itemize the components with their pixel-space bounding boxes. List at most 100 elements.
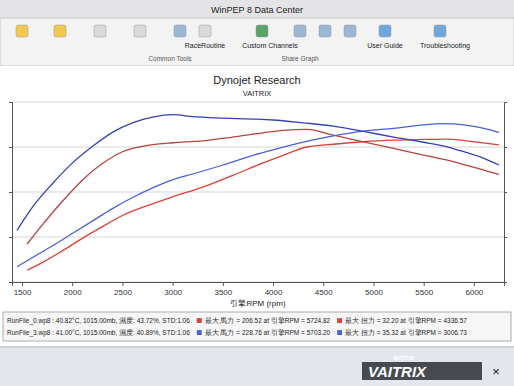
toolbar-label: User Guide xyxy=(367,42,403,49)
page-background xyxy=(0,0,514,386)
toolbar xyxy=(0,18,514,66)
y2-tick-mark xyxy=(504,237,507,238)
legend-swatch xyxy=(337,330,342,335)
y-axis-line xyxy=(9,103,13,283)
x-tick-mark xyxy=(424,282,425,286)
y-tick-mark xyxy=(9,192,12,193)
toolbar-icon xyxy=(94,25,106,37)
y-tick xyxy=(9,282,12,283)
series-line xyxy=(17,115,499,231)
chart-title: Dynojet Research xyxy=(213,74,300,86)
x-tick-label: 5500 xyxy=(415,288,433,297)
y-tick xyxy=(9,237,12,238)
toolbar-icon xyxy=(379,25,391,37)
y2-tick-mark xyxy=(504,192,507,193)
legend-run-label: RunFile_0.wp8 : 40.82°C, 1015.00mb, 濕度: … xyxy=(7,317,190,325)
toolbar-icon xyxy=(174,25,186,37)
y-tick xyxy=(9,147,12,148)
toolbar-icon xyxy=(134,25,146,37)
x-tick: 3000 xyxy=(164,282,182,297)
legend-entry: 最大 扭力 = 32.20 at 引擎RPM = 4336.57 xyxy=(345,317,467,325)
x-tick-mark xyxy=(72,282,73,286)
toolbar-group: Share Graph xyxy=(281,55,319,63)
logo-text: VAITRIX xyxy=(368,363,427,380)
toolbar-label: Custom Channels xyxy=(242,42,298,49)
x-tick-label: 3000 xyxy=(164,288,182,297)
y2-axis-line xyxy=(505,103,508,283)
window-title-bar xyxy=(0,0,514,18)
y2-axis xyxy=(504,103,507,283)
y2-tick-mark xyxy=(504,102,507,103)
x-tick: 4500 xyxy=(315,282,333,297)
chart-subtitle: VAITRIX xyxy=(243,89,272,98)
x-tick-label: 2500 xyxy=(114,288,132,297)
series-line xyxy=(27,129,499,244)
toolbar-label: RaceRoutine xyxy=(185,42,226,49)
toolbar-icon xyxy=(319,25,331,37)
x-tick-mark xyxy=(22,282,23,286)
legend-swatch xyxy=(197,330,202,335)
x-axis-line xyxy=(13,283,505,287)
toolbar-icon xyxy=(344,25,356,37)
x-tick: 1500 xyxy=(14,282,32,297)
y2-tick xyxy=(504,102,507,103)
legend-box xyxy=(3,312,511,341)
y2-tick xyxy=(504,192,507,193)
grid xyxy=(12,102,504,282)
x-tick: 3500 xyxy=(214,282,232,297)
legend-entry: 最大 馬力 = 206.52 at 引擎RPM = 5724.82 xyxy=(205,317,331,325)
logo-background xyxy=(362,362,482,380)
toolbar-icon xyxy=(434,25,446,37)
x-tick-mark xyxy=(474,282,475,286)
y-tick xyxy=(9,102,12,103)
series-line xyxy=(17,124,499,267)
taskbar xyxy=(0,348,514,386)
toolbar-group: Common Tools xyxy=(148,55,192,62)
x-tick: 6000 xyxy=(465,282,483,297)
y-tick-mark xyxy=(9,147,12,148)
y-tick-mark xyxy=(9,282,12,283)
toolbar-icon xyxy=(199,25,211,37)
y-tick-mark xyxy=(9,102,12,103)
x-tick: 4000 xyxy=(265,282,283,297)
legend: RunFile_0.wp8 : 40.82°C, 1015.00mb, 濕度: … xyxy=(7,317,467,337)
x-tick: 5000 xyxy=(365,282,383,297)
x-tick-label: 2000 xyxy=(64,288,82,297)
x-tick-mark xyxy=(173,282,174,286)
legend-entry: 最大 扭力 = 35.32 at 引擎RPM = 3006.73 xyxy=(345,329,467,337)
x-tick-mark xyxy=(122,282,123,286)
grid-line xyxy=(12,192,504,193)
toolbar-icon xyxy=(256,25,268,37)
legend-run-label: RunFile_3.wp8 : 41.00°C, 1015.00mb, 濕度: … xyxy=(7,329,190,337)
y-tick xyxy=(9,192,12,193)
y2-tick xyxy=(504,237,507,238)
x-tick-mark xyxy=(323,282,324,286)
x-axis-title: 引擎RPM (rpm) xyxy=(230,299,285,308)
chart-root: WinPEP 8 Data Center RaceRoutine Custom Ch… xyxy=(0,0,514,386)
legend-entry: 最大 馬力 = 228.76 at 引擎RPM = 5703.20 xyxy=(205,329,331,337)
x-tick-mark xyxy=(223,282,224,286)
x-tick-label: 6000 xyxy=(465,288,483,297)
x-tick: 2000 xyxy=(64,282,82,297)
y-tick-mark xyxy=(9,237,12,238)
window-title: WinPEP 8 Data Center xyxy=(211,5,303,15)
series-lines xyxy=(17,115,499,271)
toolbar-icon xyxy=(294,25,306,37)
x-tick: 2500 xyxy=(114,282,132,297)
y2-tick xyxy=(504,282,507,283)
y-axis xyxy=(9,103,13,283)
logo-text: × xyxy=(492,364,500,379)
chart-svg: WinPEP 8 Data Center RaceRoutine Custom Ch… xyxy=(0,0,514,386)
y2-tick xyxy=(504,147,507,148)
y2-tick-mark xyxy=(504,147,507,148)
x-tick-label: 4000 xyxy=(265,288,283,297)
series-line xyxy=(27,139,499,270)
legend-swatch xyxy=(337,318,342,323)
chart-background xyxy=(0,66,514,346)
toolbar-label: Troubleshooting xyxy=(420,42,470,50)
legend-swatch xyxy=(197,318,202,323)
x-tick-label: 5000 xyxy=(365,288,383,297)
grid-line xyxy=(12,147,504,148)
x-tick-mark xyxy=(273,282,274,286)
y2-tick-mark xyxy=(504,282,507,283)
